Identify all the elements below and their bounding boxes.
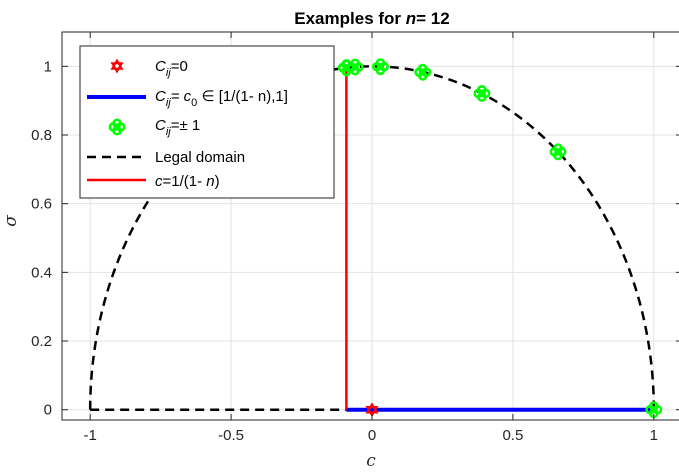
cij-pm1-point-petal: [414, 67, 424, 78]
y-tick-label: 0.4: [31, 264, 52, 281]
legend-marker-cij-zero-glyph-tri-down: [110, 62, 124, 74]
cij-pm1-point: [372, 58, 389, 76]
legend-label-c-line: c=1/(1- n): [155, 173, 220, 190]
legend: Cij=0 Cij= c0 ∈ [1/(1- n),1] Cij=± 1 Leg…: [79, 45, 335, 199]
legend-label-cij-c0: Cij= c0 ∈ [1/(1- n),1]: [155, 88, 288, 109]
legend-marker-cij-zero-glyph-tri-up: [110, 58, 124, 70]
cij-zero-point: [365, 402, 379, 418]
legend-entry-legal-domain: Legal domain: [87, 149, 245, 166]
legend-marker-cij-pm1: [108, 118, 126, 136]
legend-label-legal-domain: Legal domain: [155, 149, 245, 166]
chart-title-var: n: [406, 9, 416, 28]
cij-pm1-point-petal: [645, 404, 656, 415]
cij-pm1-point-petal: [337, 62, 348, 73]
x-axis-label: c: [366, 451, 376, 471]
ticks: -1 -0.5 0 0.5 1 0 0.2 0.4 0.6 0.8 1: [31, 32, 679, 444]
legend-label-cij-pm1: Cij=± 1: [155, 117, 200, 138]
cij-pm1-point-petal: [346, 62, 357, 72]
x-tick-label: 0: [368, 427, 376, 444]
cij-zero-point-tri-up: [365, 402, 379, 414]
y-tick-label: 0.6: [31, 196, 52, 213]
y-tick-label: 0.8: [31, 127, 52, 144]
legend-entry-cij-zero: Cij=0: [110, 58, 188, 79]
legend-label-cij-zero: Cij=0: [155, 58, 188, 79]
chart-title-suffix: = 12: [416, 9, 450, 28]
x-tick-label: -1: [84, 427, 97, 444]
cij-pm1-point-petal: [372, 61, 382, 72]
x-tick-label: 1: [650, 427, 658, 444]
cij-pm1-point: [549, 143, 567, 161]
y-tick-label: 0: [44, 402, 52, 419]
chart-title-prefix: Examples for: [294, 9, 406, 28]
legal-domain-semicircle: [88, 65, 656, 410]
y-tick-label: 1: [44, 58, 52, 75]
y-axis-label: σ: [1, 215, 21, 227]
legend-entry-c-line: c=1/(1- n): [87, 173, 220, 190]
chart-title: Examples for n= 12: [294, 9, 449, 28]
legend-marker-cij-pm1-glyph: [108, 118, 126, 136]
cij-pm1-point: [346, 58, 364, 76]
x-tick-label: -0.5: [218, 427, 244, 444]
cij-pm1-point: [473, 85, 491, 102]
plot-area: [88, 58, 663, 419]
legend-marker-cij-zero: [110, 58, 124, 74]
cij-pm1-point: [414, 63, 432, 81]
cij-zero-point-tri-down: [365, 405, 379, 418]
legend-marker-cij-zero-glyph: [110, 58, 124, 74]
y-tick-label: 0.2: [31, 333, 52, 350]
legend-entry-cij-c0: Cij= c0 ∈ [1/(1- n),1]: [87, 88, 288, 109]
cij-pm1-point-petal: [549, 146, 560, 157]
legend-marker-cij-pm1-glyph-petal: [108, 122, 119, 132]
cij-pm1-point-petal: [473, 88, 484, 99]
legend-box: [79, 45, 335, 199]
x-tick-label: 0.5: [502, 427, 523, 444]
legend-entry-cij-pm1: Cij=± 1: [108, 117, 200, 138]
